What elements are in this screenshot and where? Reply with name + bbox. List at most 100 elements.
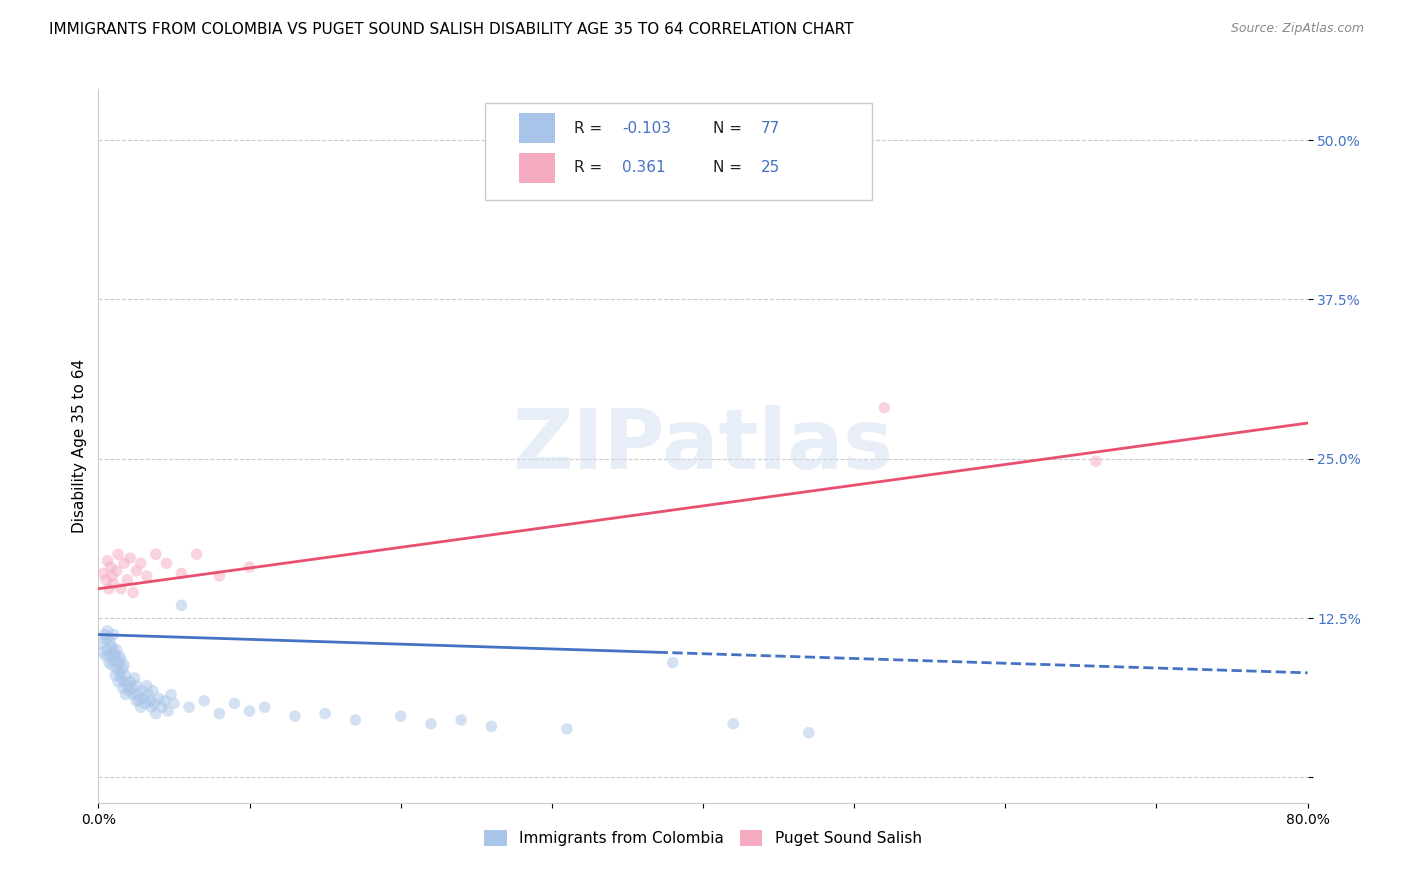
Point bbox=[145, 706, 167, 721]
Point bbox=[115, 679, 138, 693]
Point bbox=[120, 551, 142, 566]
Point bbox=[101, 658, 124, 673]
Point bbox=[141, 700, 163, 714]
Point bbox=[186, 547, 208, 561]
Point bbox=[129, 556, 152, 570]
Point bbox=[797, 725, 820, 739]
Point bbox=[344, 713, 367, 727]
Point bbox=[122, 585, 145, 599]
Point bbox=[125, 679, 148, 693]
Text: Source: ZipAtlas.com: Source: ZipAtlas.com bbox=[1230, 22, 1364, 36]
FancyBboxPatch shape bbox=[519, 153, 555, 183]
Point bbox=[112, 658, 135, 673]
Point bbox=[110, 653, 132, 667]
Point bbox=[94, 573, 117, 587]
Point bbox=[107, 674, 129, 689]
Point bbox=[253, 700, 276, 714]
Point bbox=[96, 554, 118, 568]
Point bbox=[125, 694, 148, 708]
Point bbox=[101, 640, 124, 655]
Point bbox=[179, 700, 201, 714]
Point bbox=[661, 656, 683, 670]
Point bbox=[143, 697, 166, 711]
Point bbox=[108, 665, 131, 680]
Point bbox=[91, 645, 114, 659]
Point bbox=[193, 694, 215, 708]
Point bbox=[135, 569, 157, 583]
Point bbox=[135, 679, 157, 693]
Point bbox=[239, 704, 262, 718]
Point bbox=[314, 706, 336, 721]
Point bbox=[90, 636, 112, 650]
Point bbox=[723, 716, 745, 731]
Text: -0.103: -0.103 bbox=[621, 121, 671, 136]
FancyBboxPatch shape bbox=[485, 103, 872, 200]
Point bbox=[156, 704, 179, 718]
Point bbox=[111, 662, 134, 676]
Point bbox=[139, 694, 162, 708]
Point bbox=[208, 569, 231, 583]
Text: 0.361: 0.361 bbox=[621, 161, 665, 176]
Point bbox=[98, 630, 121, 644]
Point bbox=[110, 582, 132, 596]
Legend: Immigrants from Colombia, Puget Sound Salish: Immigrants from Colombia, Puget Sound Sa… bbox=[478, 824, 928, 852]
Point bbox=[155, 556, 177, 570]
Point bbox=[94, 632, 117, 647]
Point bbox=[103, 645, 125, 659]
Point bbox=[148, 691, 170, 706]
Point bbox=[873, 401, 896, 415]
Point bbox=[134, 697, 156, 711]
Point bbox=[96, 624, 118, 638]
Point bbox=[420, 716, 443, 731]
Point bbox=[111, 681, 134, 695]
Point bbox=[153, 694, 176, 708]
Text: 25: 25 bbox=[761, 161, 780, 176]
Point bbox=[136, 688, 159, 702]
Point bbox=[127, 688, 149, 702]
Point bbox=[481, 719, 503, 733]
Point bbox=[115, 573, 138, 587]
Text: R =: R = bbox=[574, 121, 607, 136]
Point bbox=[105, 564, 128, 578]
Point bbox=[120, 674, 142, 689]
Point bbox=[103, 653, 125, 667]
Text: N =: N = bbox=[713, 121, 747, 136]
Point bbox=[100, 649, 122, 664]
Point bbox=[112, 556, 135, 570]
Text: 77: 77 bbox=[761, 121, 780, 136]
Point bbox=[121, 681, 143, 695]
Point bbox=[142, 683, 165, 698]
Point bbox=[114, 668, 136, 682]
Point bbox=[101, 569, 124, 583]
Point bbox=[160, 688, 183, 702]
Point bbox=[224, 697, 246, 711]
Point bbox=[93, 627, 115, 641]
Point bbox=[150, 700, 173, 714]
Point bbox=[108, 649, 131, 664]
Point bbox=[239, 560, 262, 574]
Point bbox=[91, 566, 114, 581]
Point bbox=[118, 683, 141, 698]
Point bbox=[114, 688, 136, 702]
Point bbox=[107, 547, 129, 561]
Point bbox=[163, 697, 186, 711]
Text: R =: R = bbox=[574, 161, 612, 176]
Point bbox=[555, 722, 578, 736]
Text: N =: N = bbox=[713, 161, 747, 176]
Point bbox=[131, 683, 153, 698]
Point bbox=[98, 656, 121, 670]
Point bbox=[450, 713, 472, 727]
Point bbox=[128, 694, 150, 708]
Point bbox=[284, 709, 307, 723]
FancyBboxPatch shape bbox=[519, 113, 555, 144]
Text: ZIPatlas: ZIPatlas bbox=[513, 406, 893, 486]
Point bbox=[100, 560, 122, 574]
Point bbox=[107, 656, 129, 670]
Point bbox=[125, 564, 148, 578]
Point bbox=[124, 671, 146, 685]
Point bbox=[110, 671, 132, 685]
Point bbox=[96, 643, 118, 657]
Point bbox=[145, 547, 167, 561]
Point bbox=[104, 668, 127, 682]
Point bbox=[100, 636, 122, 650]
